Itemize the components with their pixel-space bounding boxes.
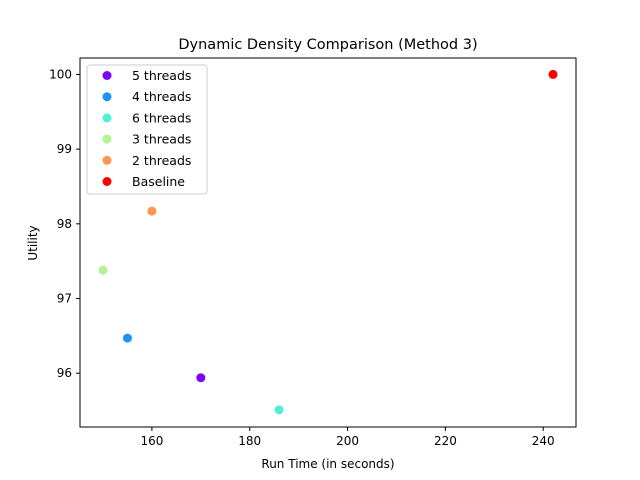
legend-label: 6 threads	[132, 110, 191, 125]
y-tick-label: 96	[57, 366, 72, 380]
y-tick-label: 100	[49, 67, 72, 81]
data-points	[98, 69, 558, 415]
legend-marker	[102, 113, 112, 123]
data-point	[147, 206, 157, 216]
x-tick-label: 220	[434, 434, 457, 448]
legend-label: 4 threads	[132, 89, 191, 104]
chart-title: Dynamic Density Comparison (Method 3)	[178, 37, 477, 53]
legend: 5 threads 4 threads 6 threads 3 threads 2 th…	[86, 64, 208, 195]
legend-label: 5 threads	[132, 68, 191, 83]
y-tick-label: 99	[57, 142, 72, 156]
data-point	[274, 405, 284, 415]
y-tick-label: 98	[57, 217, 72, 231]
x-axis-label: Run Time (in seconds)	[261, 457, 394, 471]
legend-label: 2 threads	[132, 153, 191, 168]
plot-frame	[79, 57, 577, 428]
data-point	[122, 333, 132, 343]
data-point	[548, 69, 558, 79]
legend-marker	[102, 71, 112, 80]
x-tick-label: 240	[532, 434, 555, 448]
y-tick-label: 97	[57, 292, 72, 306]
data-point	[98, 265, 108, 275]
legend-marker	[102, 177, 112, 186]
x-tick-label: 200	[336, 434, 359, 448]
legend-box	[86, 64, 208, 195]
legend-label: Baseline	[132, 174, 185, 189]
legend-marker	[102, 92, 112, 102]
x-tick-label: 160	[140, 434, 163, 448]
axis-ticks: 160 180 200 220 240 96 97 98 99 100	[49, 67, 555, 448]
data-point	[196, 373, 206, 383]
y-axis-label: Utility	[26, 225, 40, 260]
legend-label: 3 threads	[132, 132, 191, 147]
legend-marker	[102, 155, 112, 165]
x-tick-label: 180	[238, 434, 261, 448]
legend-marker	[102, 134, 112, 144]
